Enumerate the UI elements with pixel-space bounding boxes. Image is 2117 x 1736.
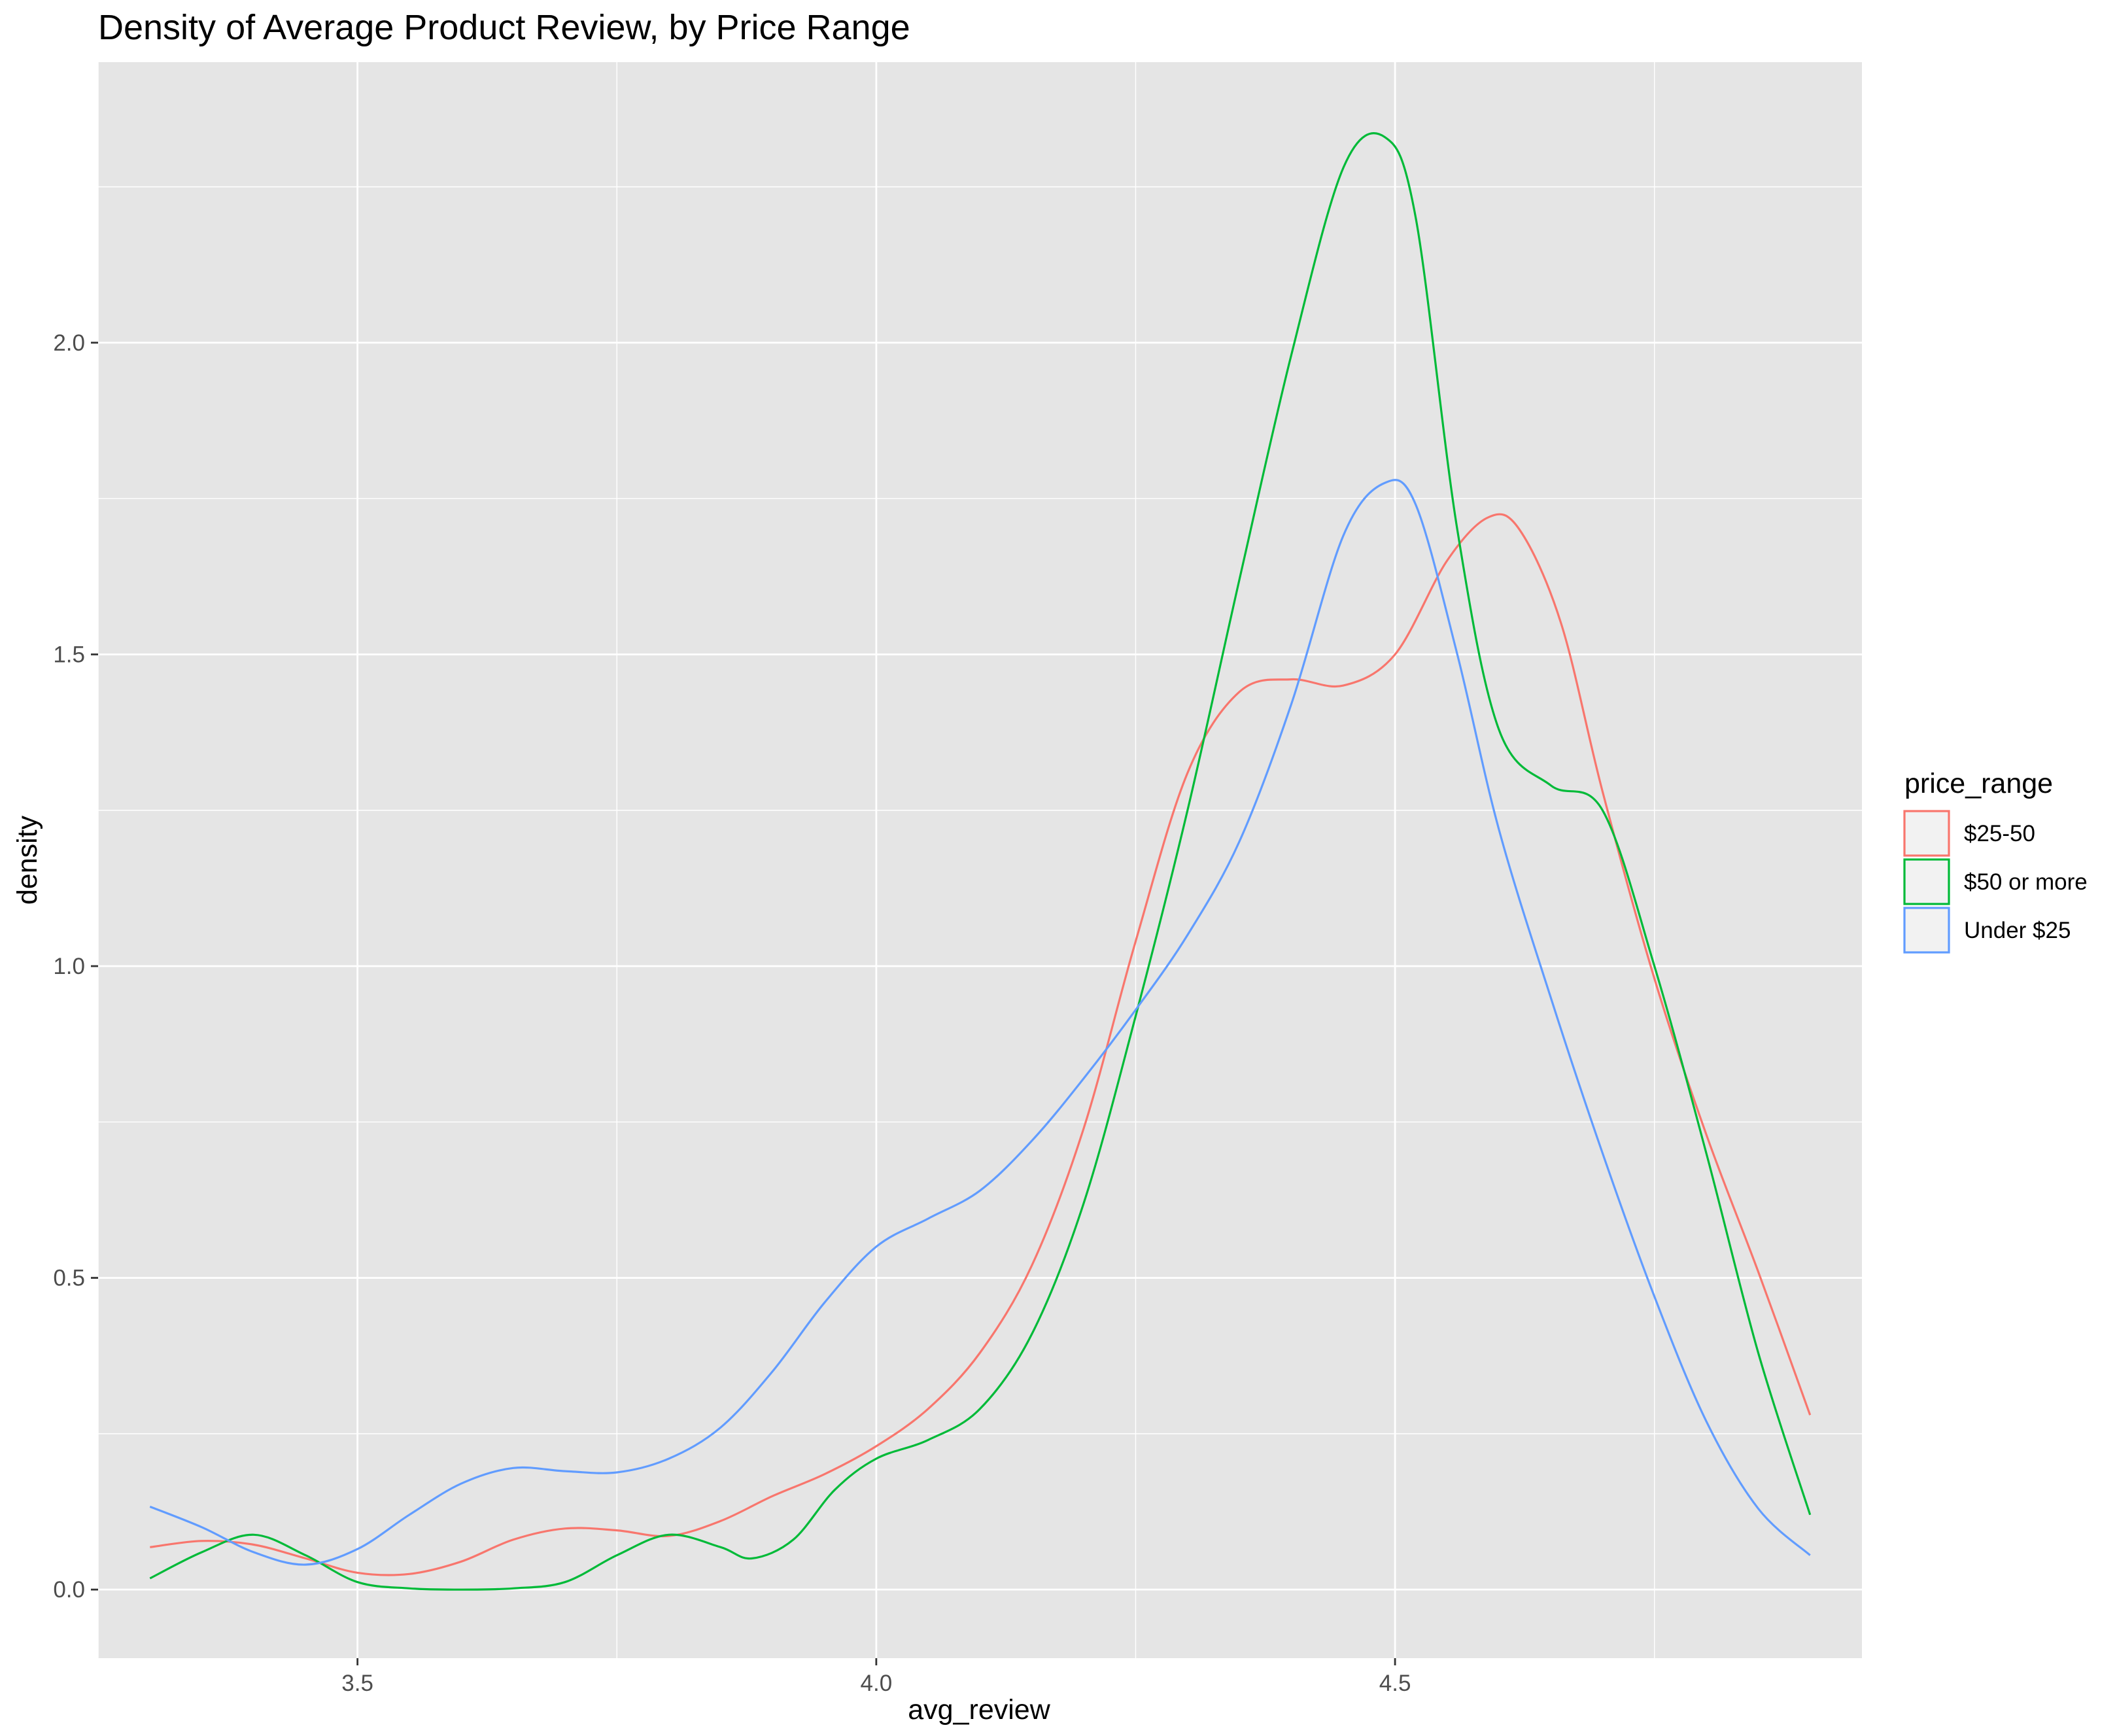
legend-label-50-or-more: $50 or more bbox=[1964, 869, 2088, 895]
density-line-25-50 bbox=[150, 513, 1812, 1576]
y-tick-label: 1.0 bbox=[53, 954, 85, 979]
x-tick-label: 4.0 bbox=[861, 1671, 893, 1696]
legend-title: price_range bbox=[1904, 768, 2053, 799]
density-line-50-or-more bbox=[149, 131, 1812, 1591]
plot-panel bbox=[98, 62, 1862, 1658]
legend-key-under-25 bbox=[1903, 907, 1950, 954]
legend: price_range $25-50 $50 or more Under $25 bbox=[1903, 768, 2088, 954]
y-tick-label: 0.0 bbox=[53, 1577, 85, 1603]
density-line-under-25 bbox=[149, 479, 1811, 1566]
legend-label-under-25: Under $25 bbox=[1964, 918, 2071, 943]
density-lines bbox=[149, 131, 1812, 1591]
y-tick-label: 1.5 bbox=[53, 642, 85, 667]
y-axis-title: density bbox=[12, 815, 43, 905]
x-tick-label: 4.5 bbox=[1379, 1671, 1411, 1696]
x-tick-label: 3.5 bbox=[341, 1671, 373, 1696]
major-gridlines bbox=[98, 62, 1862, 1658]
legend-key-50-or-more bbox=[1903, 858, 1950, 905]
y-tick-label: 0.5 bbox=[53, 1266, 85, 1291]
chart-title: Density of Average Product Review, by Pr… bbox=[98, 8, 910, 47]
minor-gridlines bbox=[97, 62, 1862, 1658]
legend-key-25-50 bbox=[1903, 810, 1950, 857]
x-axis: 3.5 4.0 4.5 bbox=[341, 1658, 1411, 1696]
x-axis-title: avg_review bbox=[908, 1694, 1050, 1726]
y-axis: 0.0 0.5 1.0 1.5 2.0 bbox=[53, 330, 98, 1603]
y-tick-label: 2.0 bbox=[53, 330, 85, 356]
legend-label-25-50: $25-50 bbox=[1964, 821, 2035, 846]
